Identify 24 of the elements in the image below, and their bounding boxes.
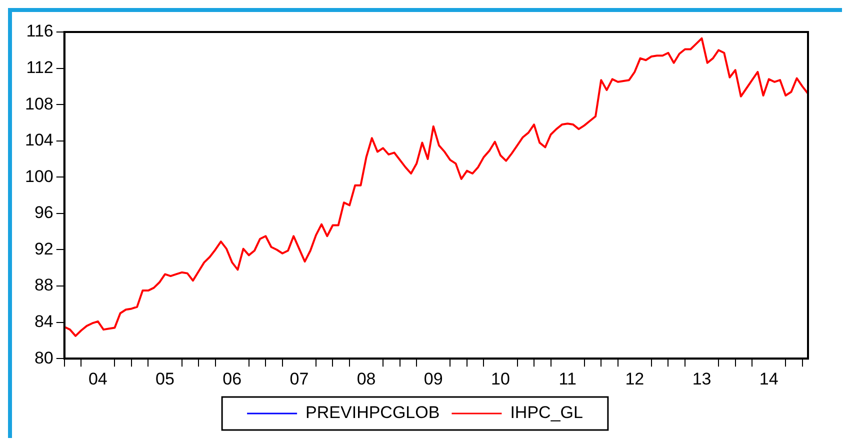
x-tick-label: 11	[558, 369, 576, 388]
x-tick-label: 04	[88, 369, 108, 388]
y-tick-label: 84	[34, 312, 54, 331]
x-tick-label: 14	[759, 369, 778, 388]
x-tick-label: 06	[222, 369, 242, 388]
x-tick-label: 09	[424, 369, 443, 388]
y-tick-label: 96	[34, 203, 54, 222]
y-tick-label: 116	[26, 22, 54, 41]
x-tick-label: 13	[692, 369, 712, 388]
y-tick-label: 92	[34, 239, 54, 258]
x-tick-label: 12	[625, 369, 644, 388]
legend-label: PREVIHPCGLOB	[306, 403, 440, 422]
x-tick-label: 07	[290, 369, 309, 388]
x-tick-label: 10	[491, 369, 510, 388]
legend-label: IHPC_GL	[510, 403, 583, 422]
y-tick-label: 112	[26, 58, 54, 77]
panel-frame: PREVIHPCGLOB IHPC_GL 04 05 06 07 08 09 10 11 12 13 14 80 84 88 92 96 100 104 108 112 116	[8, 8, 842, 438]
y-tick-label: 108	[24, 94, 54, 114]
y-tick-label: 104	[24, 130, 54, 150]
y-tick-label: 100	[24, 166, 54, 186]
x-tick-label: 08	[356, 369, 376, 388]
y-tick-label: 80	[34, 348, 54, 368]
x-tick-label: 05	[156, 369, 174, 388]
y-tick-label: 88	[34, 276, 54, 295]
